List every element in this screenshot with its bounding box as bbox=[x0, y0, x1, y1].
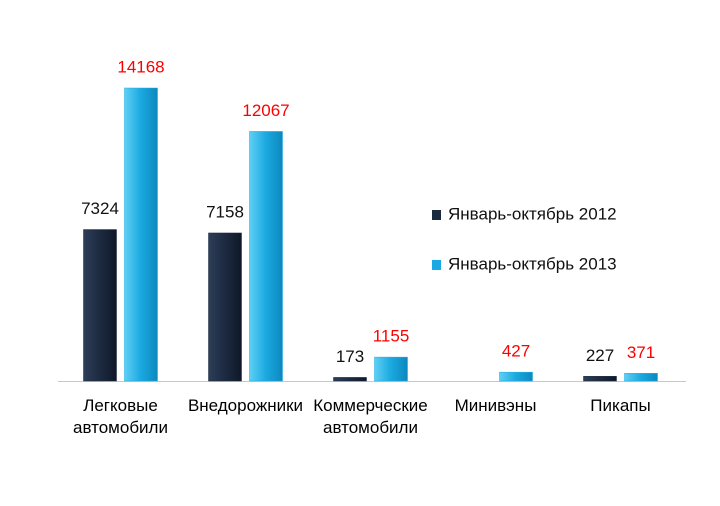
x-tick-label: Легковые автомобили bbox=[73, 396, 168, 437]
legend-label: Январь-октябрь 2013 bbox=[448, 254, 617, 273]
bar bbox=[624, 373, 658, 382]
data-label: 7324 bbox=[81, 199, 119, 218]
bar bbox=[499, 371, 533, 382]
legend-label: Январь-октябрь 2012 bbox=[448, 204, 617, 223]
data-label: 227 bbox=[586, 346, 614, 365]
bar bbox=[583, 376, 617, 382]
data-label: 173 bbox=[336, 347, 364, 366]
bar bbox=[249, 131, 283, 382]
data-label: 1155 bbox=[373, 327, 410, 346]
bar bbox=[124, 87, 158, 382]
data-label: 12067 bbox=[242, 101, 289, 120]
x-tick-label: Минивэны bbox=[455, 396, 537, 415]
data-label: 7158 bbox=[206, 202, 244, 221]
data-label: 14168 bbox=[117, 57, 164, 76]
x-tick-label: Внедорожники bbox=[188, 396, 303, 415]
data-label: 427 bbox=[502, 342, 530, 361]
data-label: 371 bbox=[627, 343, 655, 362]
bar bbox=[374, 356, 408, 382]
legend-swatch bbox=[432, 260, 441, 270]
legend-swatch bbox=[432, 210, 441, 220]
x-tick-label: Коммерческие автомобили bbox=[313, 396, 427, 437]
x-tick-label: Пикапы bbox=[590, 396, 650, 415]
bar bbox=[208, 232, 242, 382]
bar bbox=[83, 229, 117, 382]
bar bbox=[333, 377, 367, 382]
